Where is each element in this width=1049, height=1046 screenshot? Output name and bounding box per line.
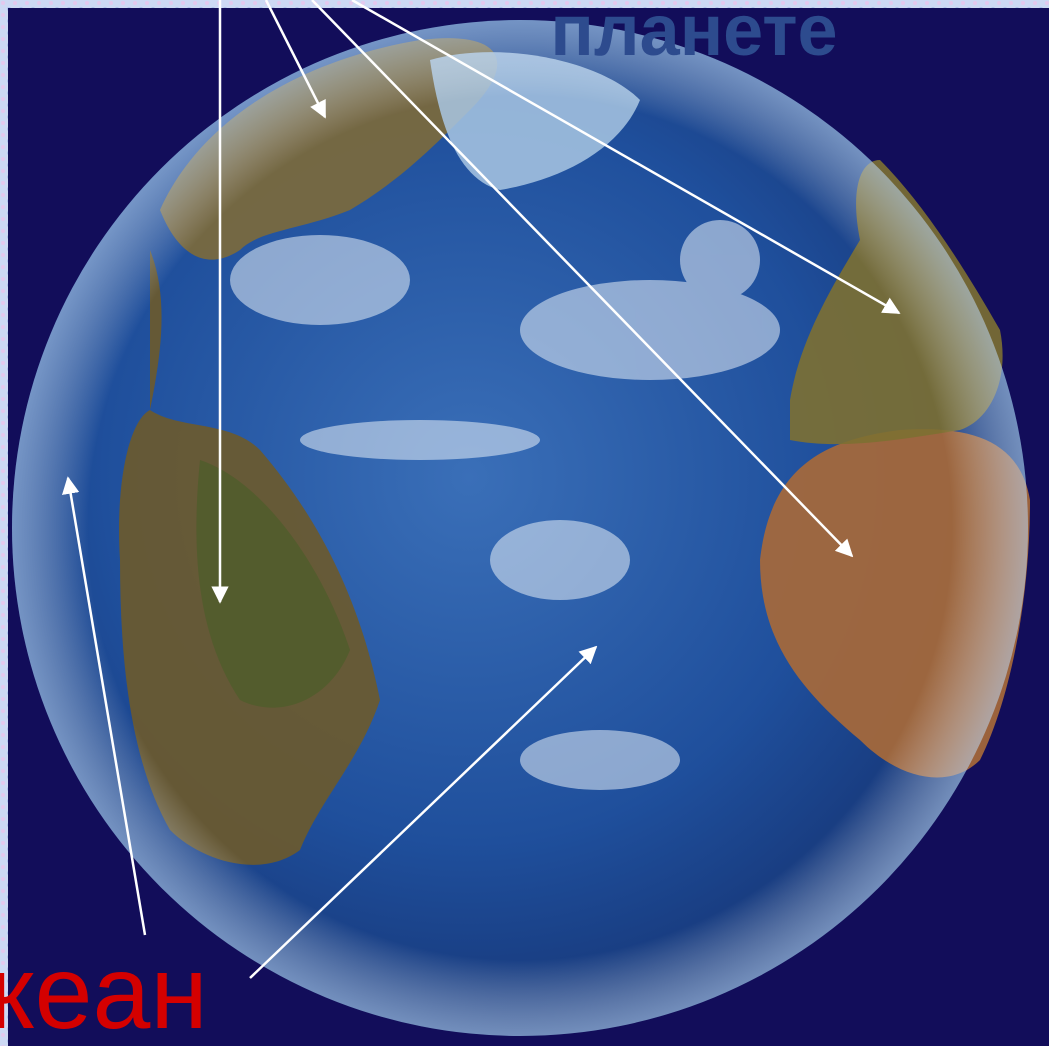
top-label: планете xyxy=(550,0,837,71)
arrow xyxy=(351,0,901,315)
pointer-arrows xyxy=(61,0,901,979)
arrow xyxy=(311,0,854,558)
globe xyxy=(12,20,1030,1036)
bottom-label: кеан xyxy=(0,935,208,1046)
arrow xyxy=(61,476,147,936)
arrow xyxy=(264,0,327,119)
arrow xyxy=(249,645,598,979)
